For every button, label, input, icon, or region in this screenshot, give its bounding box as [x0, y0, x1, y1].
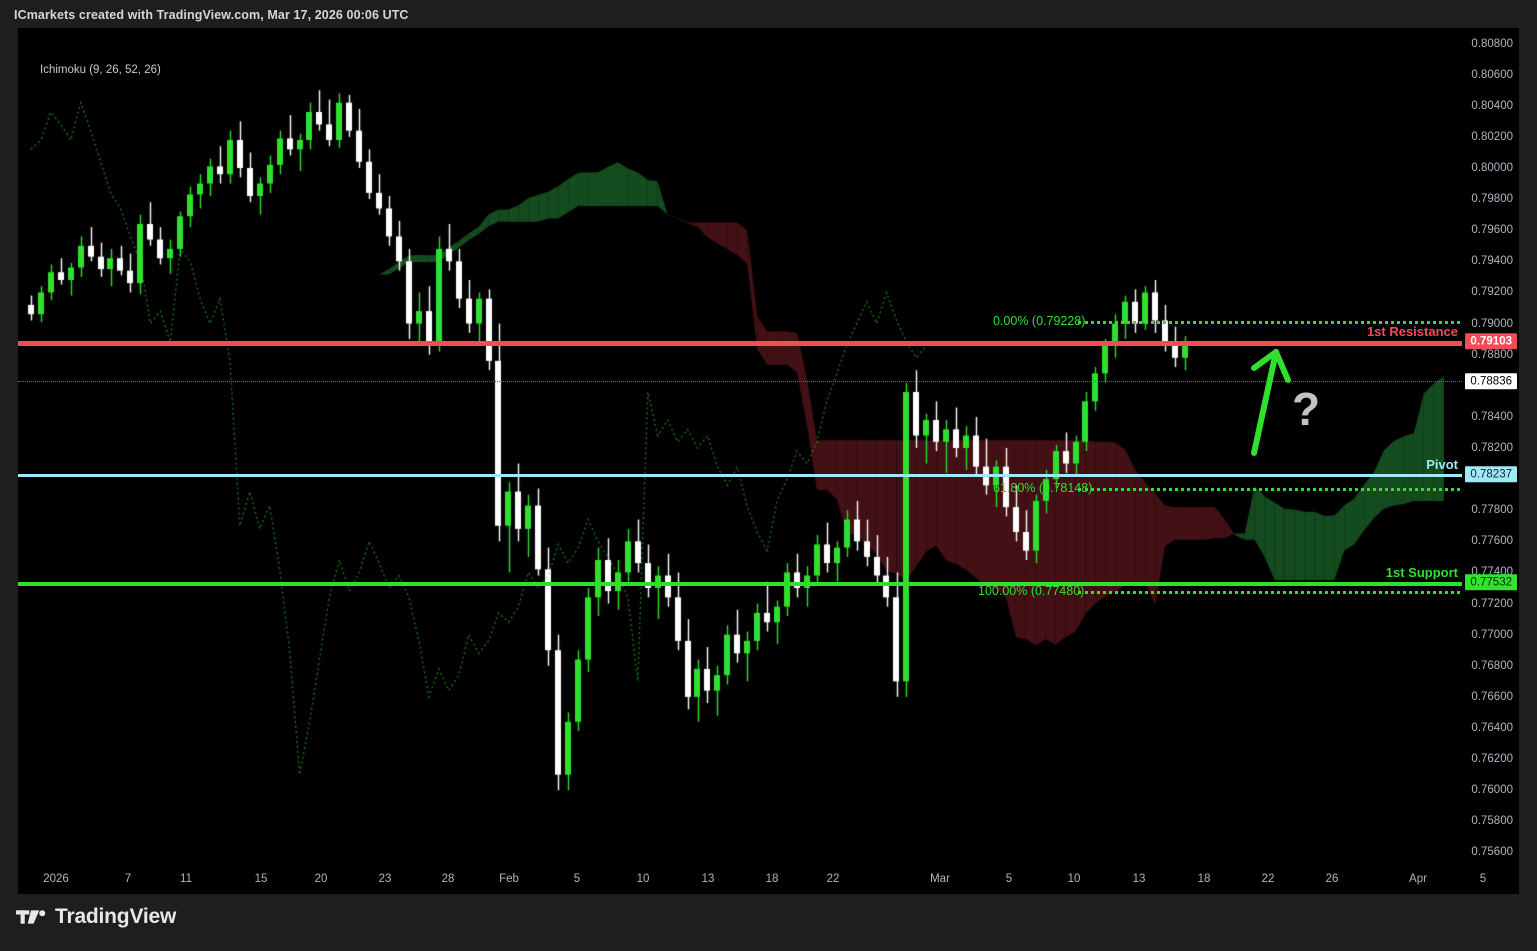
price-tick: 0.78400	[1471, 410, 1513, 423]
level-line-pivot	[18, 474, 1462, 477]
time-tick: 5	[1479, 873, 1487, 885]
attribution-text: ICmarkets created with TradingView.com, …	[14, 8, 409, 22]
time-tick: 23	[378, 873, 392, 885]
price-tick: 0.80800	[1471, 37, 1513, 50]
price-tick: 0.79200	[1471, 286, 1513, 299]
time-tick: 7	[124, 873, 132, 885]
level-label-1st-resistance: 1st Resistance	[1366, 324, 1458, 339]
price-tick: 0.76600	[1471, 690, 1513, 703]
price-tick: 0.77800	[1471, 504, 1513, 517]
price-tick: 0.77600	[1471, 535, 1513, 548]
price-tick: 0.76000	[1471, 784, 1513, 797]
price-tick: 0.76200	[1471, 753, 1513, 766]
time-tick: 10	[636, 873, 650, 885]
time-tick: Mar	[930, 873, 950, 885]
price-tick: 0.78200	[1471, 442, 1513, 454]
price-tick: 0.79800	[1471, 193, 1513, 206]
price-badge-pivot[interactable]: 0.78237	[1465, 466, 1517, 482]
price-tick: 0.77000	[1471, 628, 1513, 641]
price-tick: 0.75800	[1471, 815, 1513, 828]
price-tick: 0.75600	[1471, 846, 1513, 859]
price-tick: 0.80200	[1471, 130, 1513, 143]
time-axis[interactable]: 2026 7 11 15 20 23 28 Feb 5 10 13 18 22 Mar 5 10 13 18 22 2…	[18, 868, 1519, 894]
question-mark-annotation: ?	[1292, 383, 1321, 435]
up-arrow-icon	[1251, 349, 1291, 456]
level-line-1st-support	[18, 582, 1462, 586]
fib-level-label: 61.80% (0.78148)	[993, 481, 1093, 495]
level-label-1st-support: 1st Support	[1385, 565, 1458, 580]
fib-level-label: 100.00% (0.77480)	[978, 584, 1085, 598]
chart-frame[interactable]: 0.00% (0.79228) 61.80% (0.78148) 100.00% (…	[18, 28, 1519, 868]
tradingview-footer-logo[interactable]: TradingView	[16, 905, 176, 929]
price-tick: 0.79000	[1471, 317, 1513, 330]
price-tick: 0.80000	[1471, 162, 1513, 174]
fib-level-line	[1078, 591, 1462, 594]
time-tick: 20	[314, 873, 328, 885]
price-tick: 0.76400	[1471, 722, 1513, 734]
fib-level-line	[1078, 488, 1462, 491]
time-tick: 13	[1132, 873, 1146, 885]
level-label-pivot: Pivot	[1426, 457, 1458, 472]
time-tick: 11	[180, 873, 192, 885]
time-tick: 13	[701, 873, 715, 885]
price-badge-last-price: 0.78836	[1465, 373, 1517, 389]
time-tick: 2026	[43, 873, 69, 885]
price-tick: 0.79400	[1471, 255, 1513, 268]
candlestick-canvas	[18, 28, 1462, 868]
time-tick: Apr	[1409, 873, 1427, 885]
time-tick: Feb	[499, 873, 519, 885]
fib-level-label: 0.00% (0.79228)	[993, 314, 1086, 328]
time-tick: 5	[573, 873, 581, 885]
price-badge-1st-support[interactable]: 0.77532	[1465, 574, 1517, 590]
time-tick: 28	[441, 873, 455, 885]
time-tick: 15	[254, 873, 268, 885]
indicator-legend[interactable]: Ichimoku (9, 26, 52, 26)	[40, 64, 161, 76]
tradingview-logo-icon	[16, 910, 46, 924]
time-tick: 22	[1261, 873, 1275, 885]
time-tick: 18	[765, 873, 779, 885]
tradingview-wordmark: TradingView	[55, 905, 177, 928]
time-tick: 10	[1067, 873, 1081, 885]
price-axis[interactable]: 0.80800 0.80600 0.80400 0.80200 0.80000 0.798…	[1444, 28, 1519, 868]
price-tick: 0.80400	[1471, 99, 1513, 112]
chart-plot-area[interactable]: 0.00% (0.79228) 61.80% (0.78148) 100.00% (…	[18, 28, 1462, 868]
time-tick: 18	[1197, 873, 1211, 885]
price-tick: 0.79600	[1471, 224, 1513, 237]
time-tick: 26	[1325, 873, 1339, 885]
price-badge-1st-resistance[interactable]: 0.79103	[1465, 333, 1517, 349]
level-line-1st-resistance	[18, 341, 1462, 346]
price-tick: 0.80600	[1471, 68, 1513, 81]
time-tick: 22	[826, 873, 840, 885]
price-tick: 0.76800	[1471, 659, 1513, 672]
current-price-line	[18, 381, 1462, 382]
price-tick: 0.78800	[1471, 348, 1513, 361]
fib-level-line	[1078, 321, 1462, 324]
price-tick: 0.77200	[1471, 597, 1513, 610]
time-tick: 5	[1005, 873, 1013, 885]
